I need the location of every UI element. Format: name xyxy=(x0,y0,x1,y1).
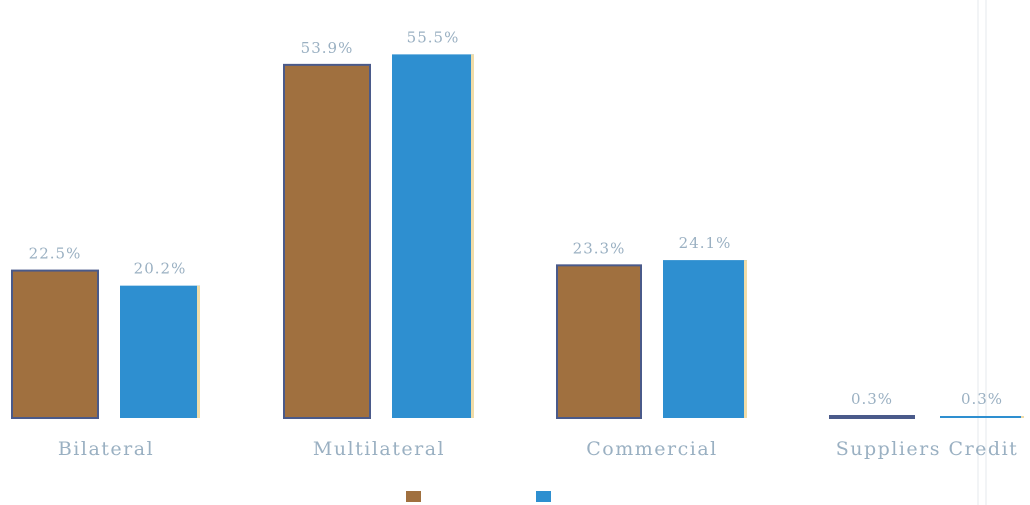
bar-bilateral-series-1 xyxy=(11,269,99,419)
value-label-multilateral-series-1: 53.9% xyxy=(301,39,354,57)
bar-edge-bilateral xyxy=(197,285,200,418)
value-label-suppliers-credit-series-1: 0.3% xyxy=(851,390,893,408)
category-labels-group: Bilateral Multilateral Commercial Suppliers… xyxy=(58,438,1019,460)
value-label-multilateral-series-2: 55.5% xyxy=(407,28,460,46)
legend-swatch-series-1[interactable] xyxy=(406,491,421,502)
value-label-bilateral-series-2: 20.2% xyxy=(134,260,187,278)
category-label-suppliers-credit: Suppliers Credit xyxy=(836,438,1019,460)
value-label-bilateral-series-1: 22.5% xyxy=(29,245,82,263)
value-label-commercial-series-2: 24.1% xyxy=(679,234,732,252)
bar-edge-suppliers-credit xyxy=(1021,416,1024,418)
bar-commercial-series-1 xyxy=(556,264,642,419)
value-labels-group: 22.5% 20.2% 53.9% 55.5% 23.3% 24.1% 0.3% 0.3% xyxy=(29,28,1003,408)
bars-group xyxy=(11,54,1024,420)
bar-edge-multilateral xyxy=(471,54,474,419)
category-label-multilateral: Multilateral xyxy=(313,438,445,460)
legend-swatch-series-2[interactable] xyxy=(536,491,551,502)
value-label-commercial-series-1: 23.3% xyxy=(573,239,626,257)
bar-multilateral-series-2 xyxy=(392,54,474,419)
bar-edge-commercial xyxy=(744,260,747,418)
legend xyxy=(406,491,551,502)
bar-suppliers-credit-series-1 xyxy=(829,415,915,419)
category-label-bilateral: Bilateral xyxy=(58,438,154,460)
bar-suppliers-credit-series-2 xyxy=(940,416,1024,418)
category-label-commercial: Commercial xyxy=(586,438,717,460)
value-label-suppliers-credit-series-2: 0.3% xyxy=(961,390,1003,408)
bar-multilateral-series-1 xyxy=(283,63,371,420)
bar-bilateral-series-2 xyxy=(120,285,200,418)
bar-commercial-series-2 xyxy=(663,260,747,418)
